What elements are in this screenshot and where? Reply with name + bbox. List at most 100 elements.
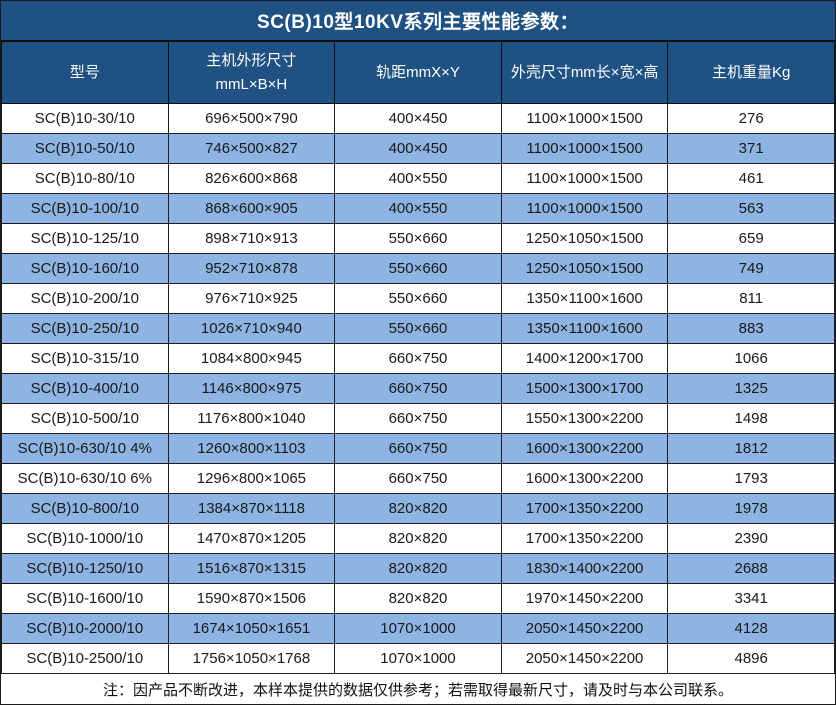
table-cell: 3341 — [667, 583, 835, 614]
column-header-1: 主机外形尺寸 mmL×B×H — [167, 41, 336, 104]
table-cell: 1176×800×1040 — [167, 403, 336, 434]
table-cell: SC(B)10-100/10 — [1, 193, 169, 224]
table-cell: 660×750 — [334, 343, 502, 374]
table-cell: SC(B)10-50/10 — [1, 133, 169, 164]
table-cell: SC(B)10-1250/10 — [1, 553, 169, 584]
table-cell: SC(B)10-500/10 — [1, 403, 169, 434]
table-header: 型号 主机外形尺寸 mmL×B×H 轨距mmX×Y 外壳尺寸mm长×宽×高 主机重量Kg — [1, 41, 835, 104]
table-cell: 1066 — [667, 343, 835, 374]
table-cell: 1250×1050×1500 — [500, 223, 669, 254]
table-cell: 1084×800×945 — [167, 343, 336, 374]
table-cell: 820×820 — [334, 493, 502, 524]
table-cell: 1100×1000×1500 — [500, 163, 669, 194]
table-cell: 1296×800×1065 — [167, 463, 336, 494]
table-row: SC(B)10-80/10 826×600×868 400×550 1100×1000… — [1, 163, 835, 194]
table-cell: 550×660 — [334, 283, 502, 314]
table-cell: 1400×1200×1700 — [500, 343, 669, 374]
table-cell: 1325 — [667, 373, 835, 404]
table-cell: 4896 — [667, 643, 835, 674]
table-cell: 1500×1300×1700 — [500, 373, 669, 404]
table-cell: 820×820 — [334, 583, 502, 614]
table-cell: 1600×1300×2200 — [500, 463, 669, 494]
table-cell: 1026×710×940 — [167, 313, 336, 344]
table-cell: 1260×800×1103 — [167, 433, 336, 464]
table-cell: 749 — [667, 253, 835, 284]
header-row: 型号 主机外形尺寸 mmL×B×H 轨距mmX×Y 外壳尺寸mm长×宽×高 主机重量Kg — [1, 41, 835, 104]
table-cell: SC(B)10-30/10 — [1, 103, 169, 134]
table-cell: 1674×1050×1651 — [167, 613, 336, 644]
table-cell: 820×820 — [334, 553, 502, 584]
table-cell: 660×750 — [334, 433, 502, 464]
table-cell: 400×550 — [334, 163, 502, 194]
table-cell: 976×710×925 — [167, 283, 336, 314]
table-cell: 1970×1450×2200 — [500, 583, 669, 614]
table-cell: SC(B)10-630/10 4% — [1, 433, 169, 464]
table-cell: 550×660 — [334, 253, 502, 284]
table-cell: 276 — [667, 103, 835, 134]
spec-table: 型号 主机外形尺寸 mmL×B×H 轨距mmX×Y 外壳尺寸mm长×宽×高 主机重量Kg… — [1, 41, 835, 674]
table-cell: SC(B)10-200/10 — [1, 283, 169, 314]
table-cell: 371 — [667, 133, 835, 164]
table-row: SC(B)10-315/10 1084×800×945 660×750 1400×12… — [1, 343, 835, 374]
table-row: SC(B)10-100/10 868×600×905 400×550 1100×100… — [1, 193, 835, 224]
table-cell: 1700×1350×2200 — [500, 493, 669, 524]
table-row: SC(B)10-30/10 696×500×790 400×450 1100×1000… — [1, 103, 835, 134]
table-cell: SC(B)10-1000/10 — [1, 523, 169, 554]
table-cell: 826×600×868 — [167, 163, 336, 194]
table-cell: 400×450 — [334, 133, 502, 164]
table-row: SC(B)10-630/10 6% 1296×800×1065 660×750 160… — [1, 463, 835, 494]
table-cell: 1756×1050×1768 — [167, 643, 336, 674]
table-row: SC(B)10-400/10 1146×800×975 660×750 1500×13… — [1, 373, 835, 404]
footnote: 注：因产品不断改进，本样本提供的数据仅供参考；若需取得最新尺寸，请及时与本公司联… — [1, 674, 835, 704]
table-cell: 883 — [667, 313, 835, 344]
table-cell: SC(B)10-630/10 6% — [1, 463, 169, 494]
table-cell: 1100×1000×1500 — [500, 103, 669, 134]
table-cell: SC(B)10-125/10 — [1, 223, 169, 254]
table-cell: 1700×1350×2200 — [500, 523, 669, 554]
table-cell: 1100×1000×1500 — [500, 133, 669, 164]
table-cell: 1812 — [667, 433, 835, 464]
table-cell: SC(B)10-2500/10 — [1, 643, 169, 674]
table-cell: 868×600×905 — [167, 193, 336, 224]
table-cell: 820×820 — [334, 523, 502, 554]
table-cell: 461 — [667, 163, 835, 194]
table-row: SC(B)10-1000/10 1470×870×1205 820×820 1700×… — [1, 523, 835, 554]
table-cell: 1978 — [667, 493, 835, 524]
table-row: SC(B)10-50/10 746×500×827 400×450 1100×1000… — [1, 133, 835, 164]
table-cell: SC(B)10-2000/10 — [1, 613, 169, 644]
table-cell: SC(B)10-160/10 — [1, 253, 169, 284]
table-body: SC(B)10-30/10 696×500×790 400×450 1100×1000… — [1, 103, 835, 674]
table-cell: 4128 — [667, 613, 835, 644]
table-row: SC(B)10-250/10 1026×710×940 550×660 1350×11… — [1, 313, 835, 344]
column-header-2: 轨距mmX×Y — [334, 41, 502, 104]
table-cell: 659 — [667, 223, 835, 254]
table-cell: 550×660 — [334, 313, 502, 344]
table-cell: 1350×1100×1600 — [500, 283, 669, 314]
table-row: SC(B)10-200/10 976×710×925 550×660 1350×110… — [1, 283, 835, 314]
table-cell: 1600×1300×2200 — [500, 433, 669, 464]
table-row: SC(B)10-630/10 4% 1260×800×1103 660×750 160… — [1, 433, 835, 464]
table-cell: 400×550 — [334, 193, 502, 224]
table-cell: 1250×1050×1500 — [500, 253, 669, 284]
table-cell: 1498 — [667, 403, 835, 434]
table-cell: 2050×1450×2200 — [500, 643, 669, 674]
column-header-0: 型号 — [1, 41, 169, 104]
table-row: SC(B)10-160/10 952×710×878 550×660 1250×105… — [1, 253, 835, 284]
table-cell: 1384×870×1118 — [167, 493, 336, 524]
table-cell: 811 — [667, 283, 835, 314]
table-row: SC(B)10-125/10 898×710×913 550×660 1250×105… — [1, 223, 835, 254]
table-row: SC(B)10-500/10 1176×800×1040 660×750 1550×1… — [1, 403, 835, 434]
table-cell: SC(B)10-80/10 — [1, 163, 169, 194]
table-cell: 1590×870×1506 — [167, 583, 336, 614]
table-cell: 660×750 — [334, 373, 502, 404]
table-cell: 400×450 — [334, 103, 502, 134]
table-cell: 1470×870×1205 — [167, 523, 336, 554]
table-cell: 1516×870×1315 — [167, 553, 336, 584]
table-row: SC(B)10-1600/10 1590×870×1506 820×820 1970×… — [1, 583, 835, 614]
table-cell: SC(B)10-1600/10 — [1, 583, 169, 614]
table-cell: 1550×1300×2200 — [500, 403, 669, 434]
table-cell: 2688 — [667, 553, 835, 584]
page-title: SC(B)10型10KV系列主要性能参数： — [1, 1, 835, 41]
table-row: SC(B)10-800/10 1384×870×1118 820×820 1700×1… — [1, 493, 835, 524]
